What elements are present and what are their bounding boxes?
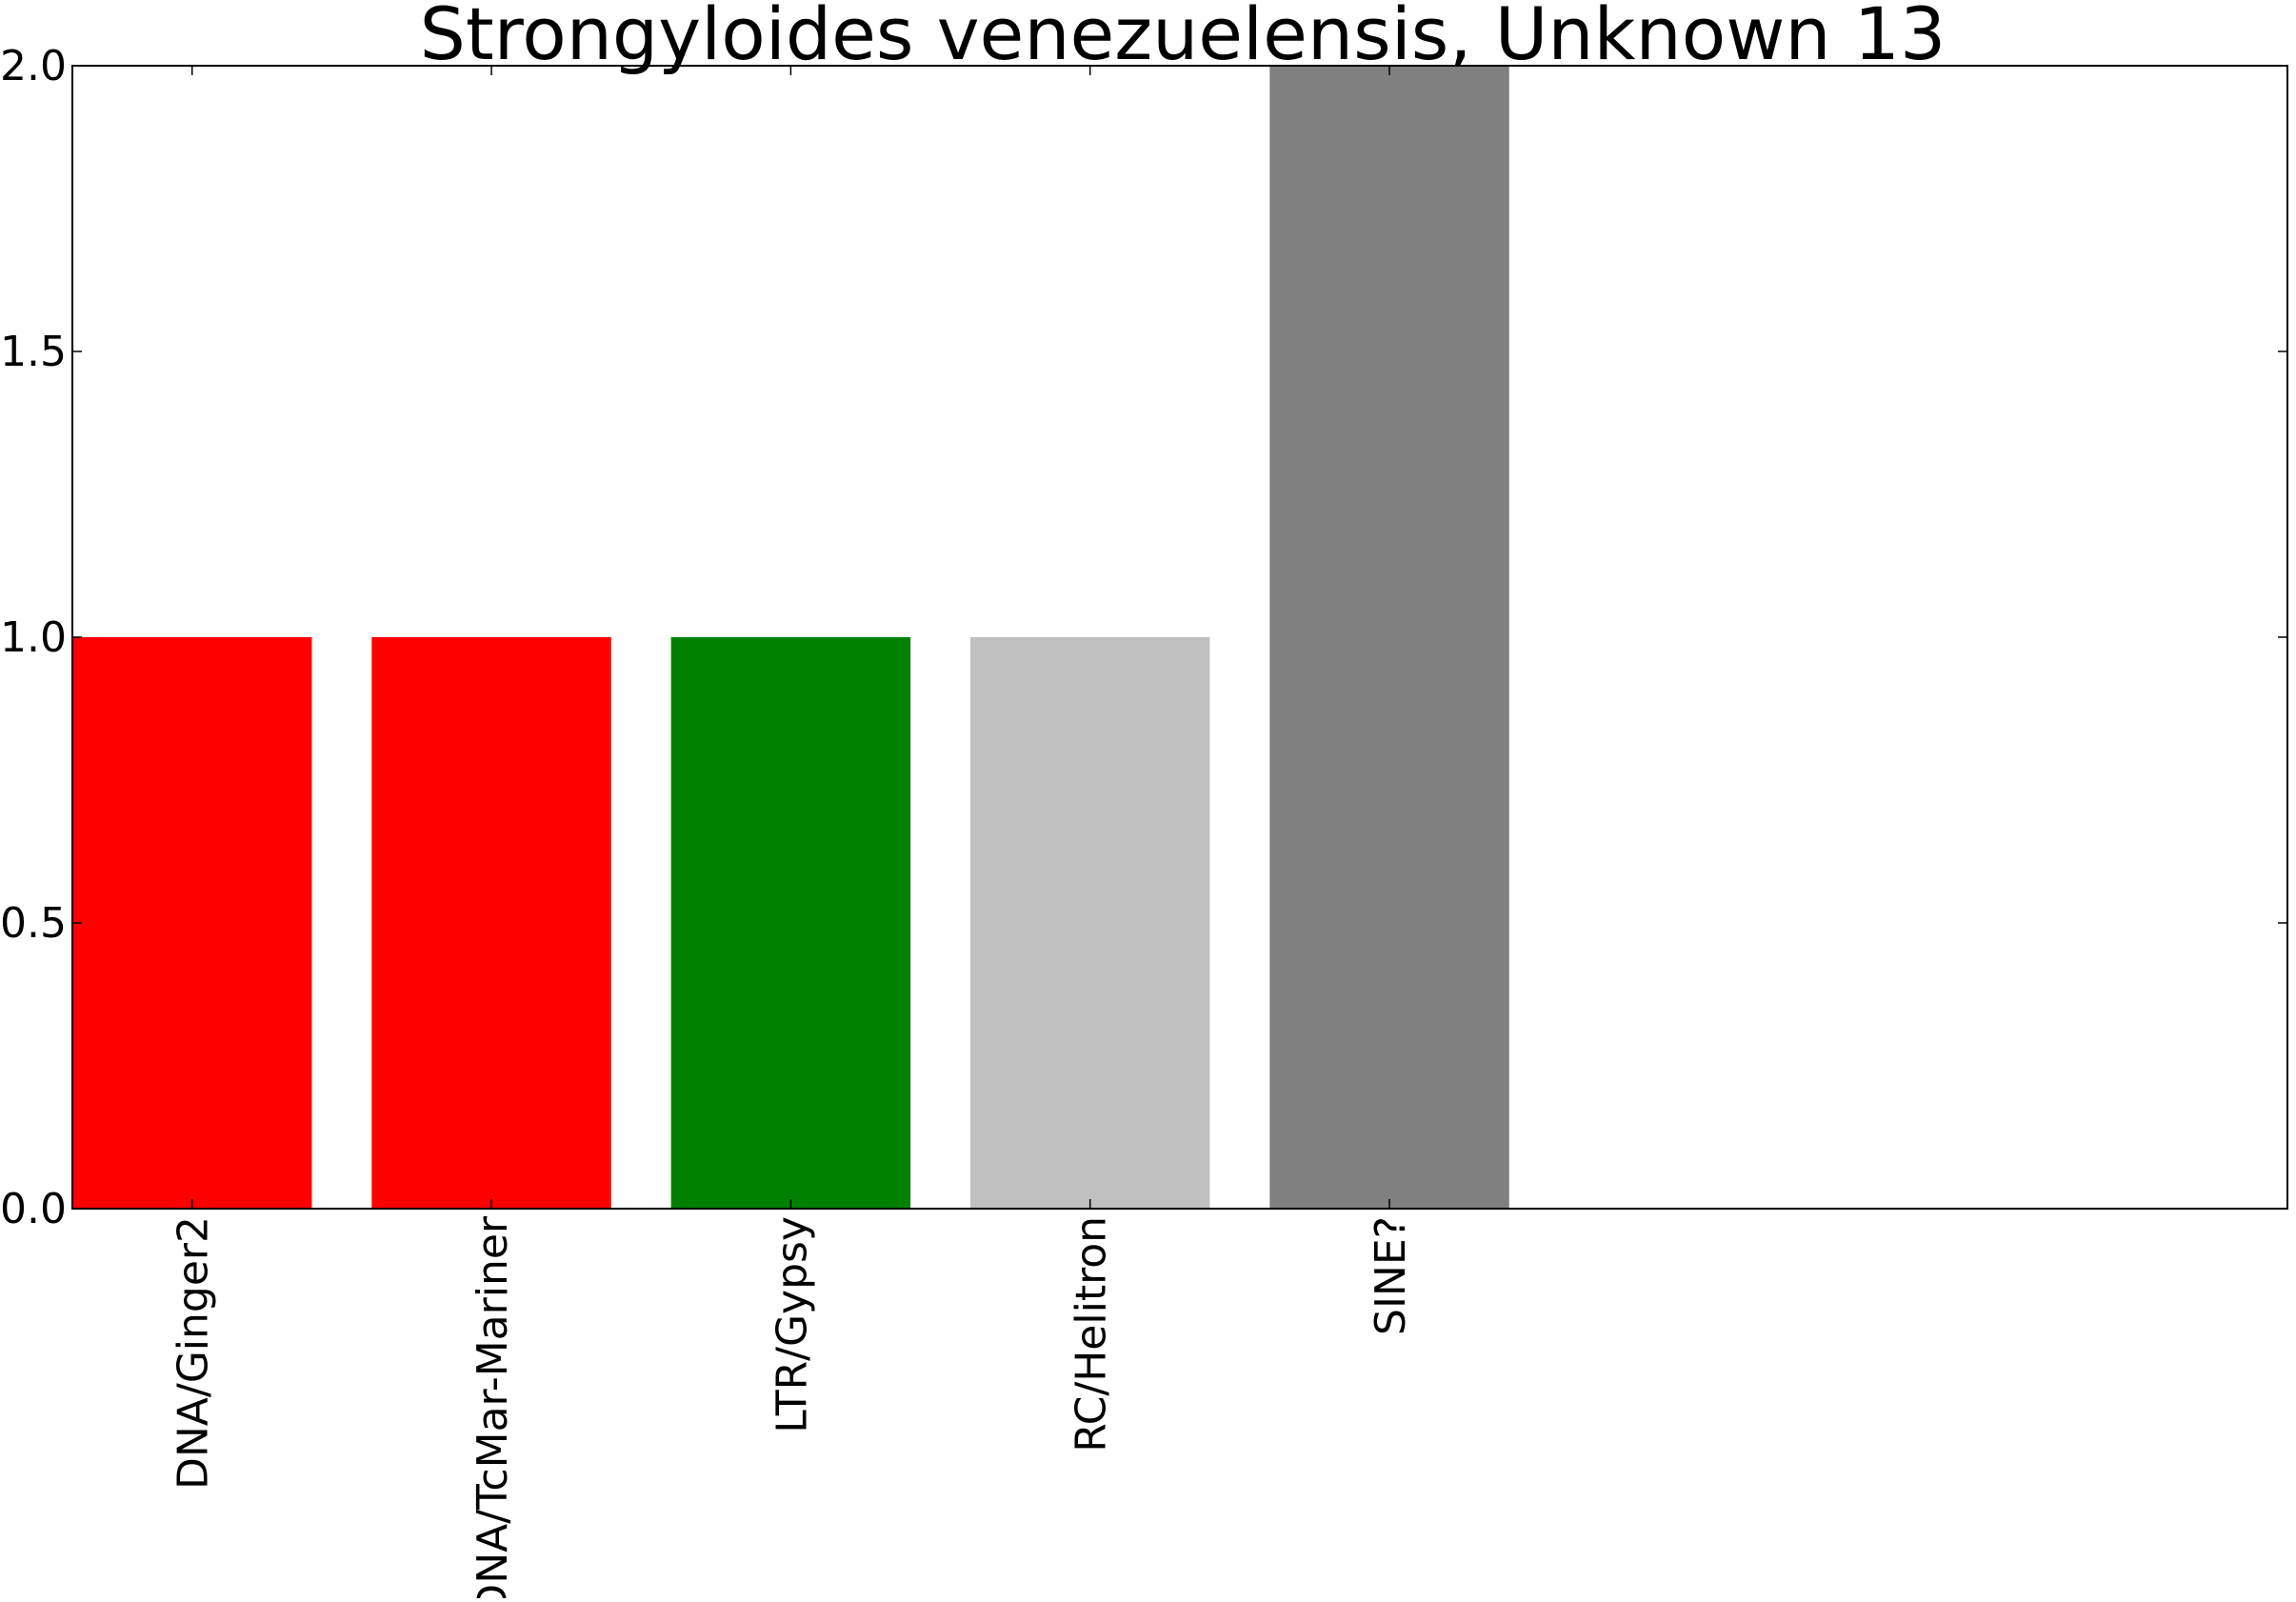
bar-4 bbox=[969, 637, 1210, 1209]
plot-frame bbox=[71, 65, 2288, 1210]
bar-3 bbox=[670, 637, 911, 1209]
x-category-label: DNA/TcMar-Mariner bbox=[469, 1215, 517, 1598]
y-tick-label: 1.5 bbox=[0, 328, 67, 376]
y-tick-label: 1.0 bbox=[0, 613, 67, 662]
x-category-label: LTR/Gypsy bbox=[768, 1216, 816, 1433]
bar-2 bbox=[371, 637, 611, 1209]
bar-5 bbox=[1269, 66, 1509, 1209]
y-tick-label: 0.5 bbox=[0, 899, 67, 948]
x-category-label: SINE? bbox=[1367, 1216, 1415, 1335]
y-tick-label: 2.0 bbox=[0, 42, 67, 90]
x-category-label: DNA/Ginger2 bbox=[170, 1216, 218, 1490]
bars-layer bbox=[72, 66, 1509, 1209]
x-axis-categories: DNA/Ginger2 DNA/TcMar-Mariner LTR/Gypsy RC/… bbox=[170, 1215, 1415, 1602]
y-tick-label: 0.0 bbox=[0, 1185, 67, 1233]
y-axis-ticks: 0.0 0.5 1.0 1.5 2.0 bbox=[0, 42, 2287, 1233]
x-category-label: RC/Helitron bbox=[1068, 1216, 1116, 1452]
bar-1 bbox=[72, 637, 312, 1209]
chart-title: Strongyloides venezuelensis, Unknown 13 bbox=[420, 0, 1947, 76]
